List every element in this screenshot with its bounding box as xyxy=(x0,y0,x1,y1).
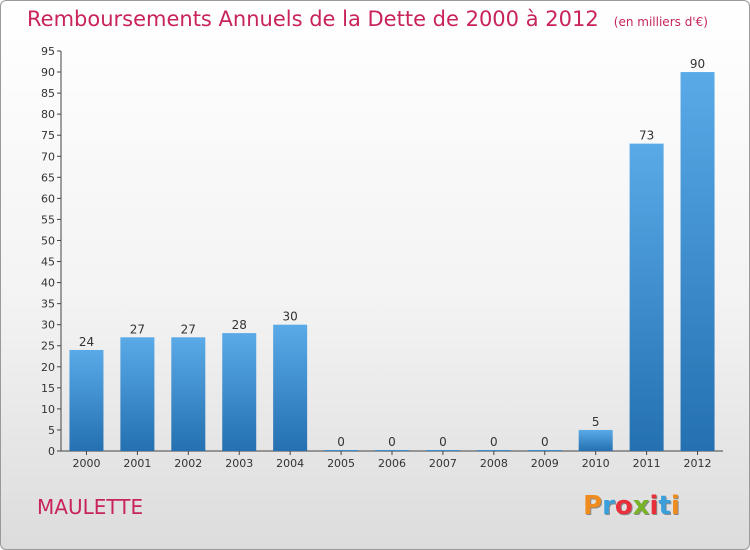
y-tick-label: 75 xyxy=(41,129,55,142)
x-tick-label: 2007 xyxy=(429,457,457,470)
y-tick-label: 35 xyxy=(41,298,55,311)
bar-value-label: 0 xyxy=(388,435,396,449)
logo-letter: t xyxy=(658,491,671,521)
y-tick-label: 15 xyxy=(41,382,55,395)
bar xyxy=(273,324,308,451)
y-tick-label: 25 xyxy=(41,340,55,353)
bar-value-label: 73 xyxy=(639,129,654,143)
y-tick-label: 55 xyxy=(41,213,55,226)
x-tick-label: 2008 xyxy=(480,457,508,470)
bar xyxy=(375,450,409,451)
bar xyxy=(527,450,562,451)
commune-name: MAULETTE xyxy=(37,495,144,519)
x-tick-label: 2001 xyxy=(123,457,151,470)
bar-value-label: 0 xyxy=(337,435,345,449)
bar xyxy=(680,72,715,451)
y-tick-label: 85 xyxy=(41,87,55,100)
bar xyxy=(222,333,257,451)
bar xyxy=(69,349,104,451)
bar-value-label: 28 xyxy=(232,318,247,332)
x-tick-label: 2010 xyxy=(582,457,610,470)
y-tick-label: 60 xyxy=(41,192,55,205)
logo-letter: r xyxy=(602,491,615,521)
x-tick-label: 2005 xyxy=(327,457,355,470)
logo-letter: x xyxy=(632,491,650,521)
proxiti-logo: Proxiti xyxy=(583,491,680,521)
y-tick-label: 10 xyxy=(41,403,55,416)
bar xyxy=(629,143,664,451)
chart-title-main: Remboursements Annuels de la Dette de 20… xyxy=(27,7,599,31)
bar xyxy=(425,450,460,451)
x-tick-label: 2004 xyxy=(276,457,304,470)
x-tick-label: 2006 xyxy=(378,457,406,470)
y-tick-label: 20 xyxy=(41,361,55,374)
bar-value-label: 0 xyxy=(490,435,498,449)
x-tick-label: 2011 xyxy=(633,457,661,470)
bar-value-label: 0 xyxy=(541,435,549,449)
y-tick-label: 5 xyxy=(48,424,55,437)
x-tick-label: 2002 xyxy=(174,457,202,470)
bar xyxy=(324,450,359,451)
bar xyxy=(578,429,613,451)
y-tick-label: 70 xyxy=(41,150,55,163)
bar-value-label: 27 xyxy=(130,322,145,336)
y-tick-label: 45 xyxy=(41,256,55,269)
bar-value-label: 24 xyxy=(79,335,94,349)
x-tick-label: 2000 xyxy=(72,457,100,470)
y-tick-label: 65 xyxy=(41,171,55,184)
bar-value-label: 0 xyxy=(439,435,447,449)
bar xyxy=(171,337,206,451)
x-tick-label: 2012 xyxy=(684,457,712,470)
x-tick-label: 2003 xyxy=(225,457,253,470)
logo-letter: i xyxy=(649,491,659,521)
chart-title: Remboursements Annuels de la Dette de 20… xyxy=(27,7,708,31)
bar-value-label: 27 xyxy=(181,322,196,336)
y-tick-label: 0 xyxy=(48,445,55,458)
y-tick-label: 80 xyxy=(41,108,55,121)
y-tick-label: 30 xyxy=(41,319,55,332)
y-tick-label: 40 xyxy=(41,277,55,290)
logo-letter: i xyxy=(670,491,680,521)
bar-value-label: 5 xyxy=(592,415,600,429)
bar xyxy=(476,450,511,451)
bar-value-label: 30 xyxy=(283,310,298,324)
bar-value-label: 90 xyxy=(690,57,705,71)
y-tick-label: 95 xyxy=(41,45,55,58)
bar-chart: 0510152025303540455055606570758085909520… xyxy=(41,45,723,470)
chart-title-unit: (en milliers d'€) xyxy=(613,15,708,29)
x-tick-label: 2009 xyxy=(531,457,559,470)
y-tick-label: 50 xyxy=(41,234,55,247)
logo-letter: P xyxy=(583,491,603,521)
y-tick-label: 90 xyxy=(41,66,55,79)
bar xyxy=(120,337,155,451)
logo-letter: o xyxy=(614,491,633,521)
